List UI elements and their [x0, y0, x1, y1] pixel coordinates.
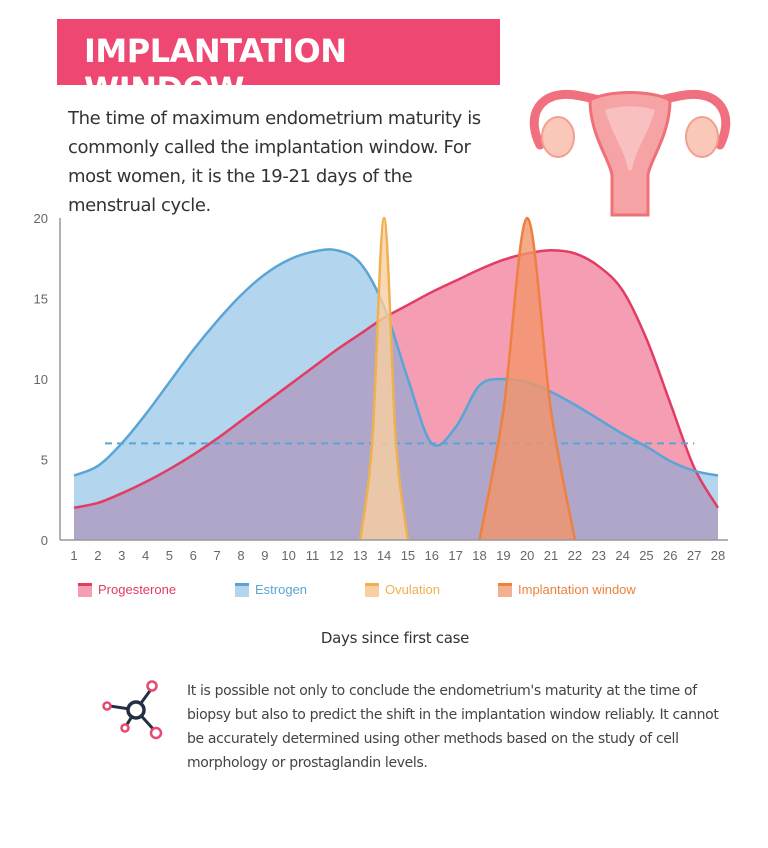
y-tick-label: 20 [34, 211, 48, 226]
implantation-window-swatch [498, 582, 512, 597]
legend-item-ovulation: Ovulation [365, 582, 440, 597]
x-tick-label: 17 [448, 548, 462, 563]
legend-label: Ovulation [385, 582, 440, 597]
x-tick-label: 24 [615, 548, 629, 563]
x-tick-label: 21 [544, 548, 558, 563]
x-tick-label: 25 [639, 548, 653, 563]
x-tick-label: 1 [70, 548, 77, 563]
x-tick-label: 16 [425, 548, 439, 563]
x-tick-label: 26 [663, 548, 677, 563]
hormone-chart: 1 2 3 4 5 6 7 8 9 10 11 12 13 14 15 16 17 18 19 20 21 22 23 24 2… [34, 211, 728, 563]
x-tick-label: 13 [353, 548, 367, 563]
page-title: IMPLANTATION WINDOW [84, 32, 347, 108]
legend-label: Estrogen [255, 582, 308, 597]
estrogen-swatch [235, 582, 249, 597]
x-tick-label: 8 [237, 548, 244, 563]
note-text: It is possible not only to conclude the … [187, 683, 719, 771]
x-tick-label: 28 [711, 548, 725, 563]
legend-label: Progesterone [98, 582, 177, 597]
x-tick-label: 3 [118, 548, 125, 563]
x-tick-label: 27 [687, 548, 701, 563]
molecule-icon [102, 680, 163, 740]
y-tick-label: 0 [41, 533, 48, 548]
ovulation-area [360, 218, 408, 540]
implantation-window-area [479, 218, 575, 540]
estrogen-line [73, 248, 719, 477]
x-tick-label: 22 [568, 548, 582, 563]
x-tick-label: 5 [166, 548, 173, 563]
y-tick-label: 5 [41, 453, 48, 468]
x-axis-label: Days since first case [320, 629, 470, 647]
legend-label: Implantation window [518, 582, 636, 597]
legend-item-progesterone: Progesterone [78, 582, 176, 597]
y-tick-label: 15 [34, 292, 48, 307]
x-tick-label: 4 [142, 548, 149, 563]
x-tick-label: 18 [472, 548, 486, 563]
x-tick-label: 2 [94, 548, 101, 563]
x-tick-label: 12 [329, 548, 343, 563]
x-tick-label: 9 [261, 548, 268, 563]
implantation-window-line [478, 216, 577, 541]
x-tick-label: 6 [190, 548, 197, 563]
x-tick-label: 23 [592, 548, 606, 563]
x-tick-label: 20 [520, 548, 534, 563]
ovulation-line [358, 216, 410, 541]
intro-text: The time of maximum endometrium maturity… [68, 108, 481, 216]
x-tick-label: 11 [306, 548, 320, 563]
x-tick-label: 10 [281, 548, 295, 563]
legend-item-implantation-window: Implantation window [498, 582, 636, 597]
x-tick-label: 19 [496, 548, 510, 563]
x-tick-label: 7 [213, 548, 220, 563]
title-banner: IMPLANTATION WINDOW [57, 19, 500, 108]
legend-item-estrogen: Estrogen [235, 582, 307, 597]
progesterone-line [73, 248, 720, 510]
uterus-icon [529, 89, 731, 217]
progesterone-swatch [78, 582, 92, 597]
ovulation-swatch [365, 582, 379, 597]
x-tick-label: 14 [377, 548, 391, 563]
y-tick-label: 10 [34, 372, 48, 387]
x-tick-label: 15 [401, 548, 415, 563]
